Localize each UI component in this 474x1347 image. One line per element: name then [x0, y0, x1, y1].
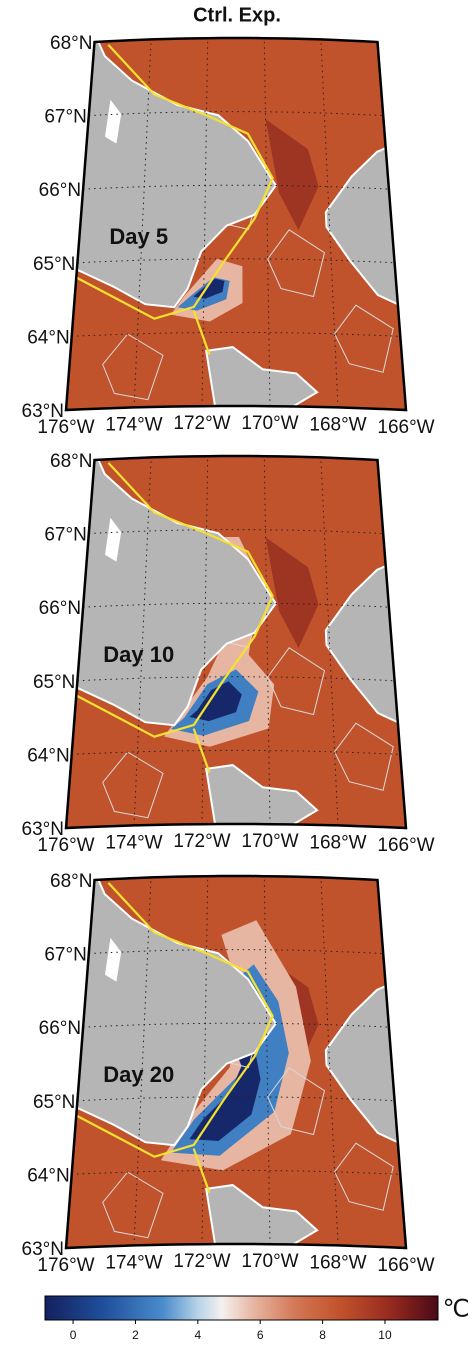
colorbar-tick-label: 2	[132, 1328, 139, 1342]
lon-label: 174°W	[105, 414, 162, 435]
grid-line	[133, 39, 152, 408]
lon-label: 166°W	[377, 417, 434, 438]
lon-label: 176°W	[37, 1255, 94, 1276]
lake	[105, 517, 122, 562]
grid-line	[263, 456, 271, 825]
isobath	[267, 1067, 326, 1136]
lon-label: 174°W	[105, 1252, 162, 1273]
grid-line	[133, 877, 152, 1246]
colorbar	[44, 1295, 439, 1321]
lat-label: 67°N	[44, 525, 86, 546]
lat-label: 64°N	[27, 1165, 69, 1186]
lat-label: 68°N	[50, 871, 92, 892]
warm-anomaly	[265, 537, 319, 648]
lat-label: 63°N	[22, 1239, 64, 1260]
lake	[105, 937, 122, 982]
frame	[64, 874, 408, 1250]
lon-label: 172°W	[173, 1251, 230, 1272]
lon-label: 168°W	[309, 832, 366, 853]
isobath	[267, 647, 326, 716]
lat-label: 67°N	[44, 107, 86, 128]
cold-core	[193, 278, 225, 299]
lat-label: 63°N	[22, 401, 64, 422]
lon-label: 170°W	[241, 1251, 298, 1272]
panel-label: Day 5	[109, 224, 168, 249]
grid-line	[320, 877, 339, 1246]
colorbar-tick-label: 6	[257, 1328, 264, 1342]
transect	[75, 882, 274, 1158]
lon-label: 172°W	[173, 831, 230, 852]
lon-label: 176°W	[37, 835, 94, 856]
lon-label: 170°W	[241, 413, 298, 434]
grid-line	[263, 876, 271, 1245]
grid-line	[201, 456, 209, 825]
grid-line	[263, 38, 271, 407]
transect	[192, 728, 211, 773]
lat-label: 65°N	[33, 672, 75, 693]
transect	[75, 462, 274, 738]
lon-label: 172°W	[173, 413, 230, 434]
grid-line	[77, 1096, 395, 1102]
lat-label: 68°N	[50, 451, 92, 472]
lat-label: 65°N	[33, 254, 75, 275]
map-content	[66, 456, 406, 828]
lon-label: 174°W	[105, 832, 162, 853]
lon-label: 168°W	[309, 414, 366, 435]
isobath	[102, 751, 164, 819]
lat-label: 64°N	[27, 745, 69, 766]
grid-line	[77, 676, 395, 682]
colorbar-unit: ℃	[443, 1295, 470, 1322]
lat-label: 65°N	[33, 1092, 75, 1113]
lat-label: 64°N	[27, 327, 69, 348]
frame	[64, 454, 408, 830]
colorbar-tick-label: 10	[378, 1328, 392, 1342]
isobath	[102, 1171, 164, 1239]
frame	[64, 36, 408, 412]
lon-label: 166°W	[377, 1255, 434, 1276]
colorbar-tick-label: 4	[194, 1328, 201, 1342]
lat-label: 66°N	[39, 180, 81, 201]
warm-anomaly	[265, 119, 319, 230]
panel-label: Day 20	[103, 1062, 174, 1087]
grid-line	[201, 38, 209, 407]
isobath	[102, 333, 164, 401]
lat-label: 67°N	[44, 945, 86, 966]
lon-label: 166°W	[377, 835, 434, 856]
lon-label: 176°W	[37, 417, 94, 438]
lon-label: 170°W	[241, 831, 298, 852]
isobath	[334, 1142, 394, 1211]
lat-label: 68°N	[50, 33, 92, 54]
map-content	[66, 38, 406, 410]
grid-line	[320, 39, 339, 408]
lake	[105, 99, 122, 144]
transect	[75, 44, 274, 320]
grid-line	[133, 457, 152, 826]
map-content	[66, 876, 406, 1248]
isobath	[334, 304, 394, 373]
lat-label: 63°N	[22, 819, 64, 840]
grid-line	[77, 258, 395, 264]
transect	[192, 1148, 211, 1193]
isobath	[267, 229, 326, 298]
title: Ctrl. Exp.	[193, 4, 281, 26]
lat-label: 66°N	[39, 598, 81, 619]
isobath	[334, 722, 394, 791]
panel-label: Day 10	[103, 642, 174, 667]
transect	[192, 310, 211, 355]
grid-line	[201, 876, 209, 1245]
grid-line	[320, 457, 339, 826]
lon-label: 168°W	[309, 1252, 366, 1273]
colorbar-tick-label: 8	[319, 1328, 326, 1342]
lat-label: 66°N	[39, 1018, 81, 1039]
colorbar-tick-label: 0	[70, 1328, 77, 1342]
